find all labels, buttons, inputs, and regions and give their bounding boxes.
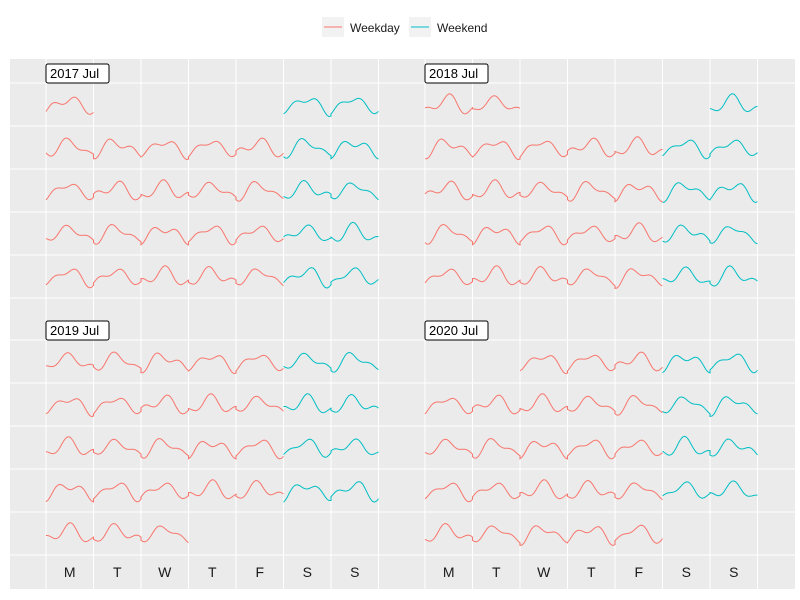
x-tick-label: M	[443, 564, 455, 580]
x-tick-label: S	[682, 564, 691, 580]
series-line-weekday	[424, 222, 663, 246]
series-line-weekend	[662, 224, 758, 245]
legend-label: Weekend	[437, 21, 487, 35]
series-line-weekday	[424, 265, 663, 290]
series-line-weekend	[283, 351, 379, 373]
chart-panels: 2017 Jul 2018 Jul 2019 Jul 2020 Jul	[10, 59, 795, 589]
x-tick-label: T	[587, 564, 596, 580]
series-line-weekday	[46, 522, 189, 544]
panel-label-box	[424, 320, 489, 341]
x-tick-label: T	[492, 564, 501, 580]
x-tick-label: W	[158, 564, 172, 580]
series-line-weekend	[283, 221, 379, 242]
x-tick-label: F	[634, 564, 643, 580]
series-line-weekday	[425, 136, 663, 161]
series-line-weekday	[424, 437, 663, 460]
series-line-weekday	[45, 479, 284, 503]
series-line-weekday	[45, 96, 94, 115]
series-line-weekend	[662, 435, 758, 457]
series-line-weekday	[424, 393, 663, 416]
panel-label-text: 2020 Jul	[429, 323, 478, 338]
series-line-weekend	[283, 137, 379, 160]
series-line-weekend	[283, 179, 379, 201]
series-line-weekend	[283, 438, 379, 458]
x-tick-label: T	[113, 564, 122, 580]
series-line-weekday	[424, 179, 663, 203]
panel-label-text: 2017 Jul	[50, 66, 99, 81]
panel-label: 2019 Jul	[45, 320, 110, 341]
series-line-weekend	[283, 267, 379, 289]
legend: Weekday Weekend	[322, 17, 487, 37]
series-line-weekend	[662, 182, 758, 204]
panel-label-box	[424, 63, 489, 84]
series-line-weekend	[662, 480, 758, 499]
series-line-weekend	[662, 139, 758, 160]
series-line-weekday	[45, 393, 284, 418]
series-line-weekend	[283, 393, 379, 414]
series-line-weekday	[424, 93, 521, 115]
panel-2019: 2019 Jul	[45, 320, 379, 544]
series-line-weekend	[709, 93, 758, 113]
series-line-weekday	[45, 137, 284, 161]
legend-label: Weekday	[350, 21, 400, 35]
series-line-weekday	[519, 351, 663, 375]
panel-label: 2020 Jul	[424, 320, 489, 341]
x-tick-label: M	[64, 564, 76, 580]
series-line-weekend	[662, 265, 758, 287]
series-line-weekday	[45, 436, 284, 460]
x-tick-label: F	[255, 564, 264, 580]
series-line-weekday	[45, 179, 284, 202]
series-line-weekend	[283, 481, 379, 503]
panel-label: 2018 Jul	[424, 63, 489, 84]
series-line-weekend	[662, 396, 758, 418]
panel-label-box	[45, 63, 110, 84]
panel-2018: 2018 Jul	[424, 63, 758, 290]
legend-item-weekday: Weekday	[322, 17, 400, 37]
panel-2017: 2017 Jul	[45, 63, 379, 289]
x-tick-label: S	[303, 564, 312, 580]
series-line-weekday	[45, 265, 284, 289]
panel-2020: 2020 Jul	[424, 320, 758, 547]
x-tick-label: W	[537, 564, 551, 580]
panel-label-box	[45, 320, 110, 341]
series-line-weekday	[45, 223, 284, 246]
panel-label: 2017 Jul	[45, 63, 110, 84]
plot-background	[10, 59, 795, 589]
panel-label-text: 2019 Jul	[50, 323, 99, 338]
series-line-weekday	[45, 351, 284, 375]
series-line-weekday	[424, 522, 663, 547]
panel-label-text: 2018 Jul	[429, 66, 478, 81]
x-tick-label: S	[350, 564, 359, 580]
x-tick-label: T	[208, 564, 217, 580]
x-tick-label: S	[729, 564, 738, 580]
series-line-weekend	[283, 97, 379, 118]
legend-item-weekend: Weekend	[409, 17, 487, 37]
series-line-weekday	[424, 479, 663, 503]
series-line-weekend	[662, 353, 758, 374]
